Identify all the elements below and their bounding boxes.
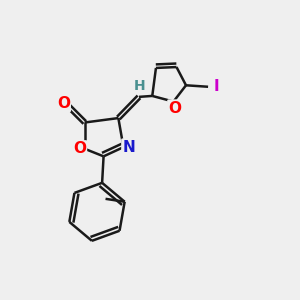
Text: H: H	[134, 79, 146, 93]
Text: O: O	[57, 96, 70, 111]
Text: O: O	[168, 100, 182, 116]
Text: I: I	[214, 79, 219, 94]
Text: N: N	[122, 140, 135, 154]
Text: O: O	[73, 141, 86, 156]
